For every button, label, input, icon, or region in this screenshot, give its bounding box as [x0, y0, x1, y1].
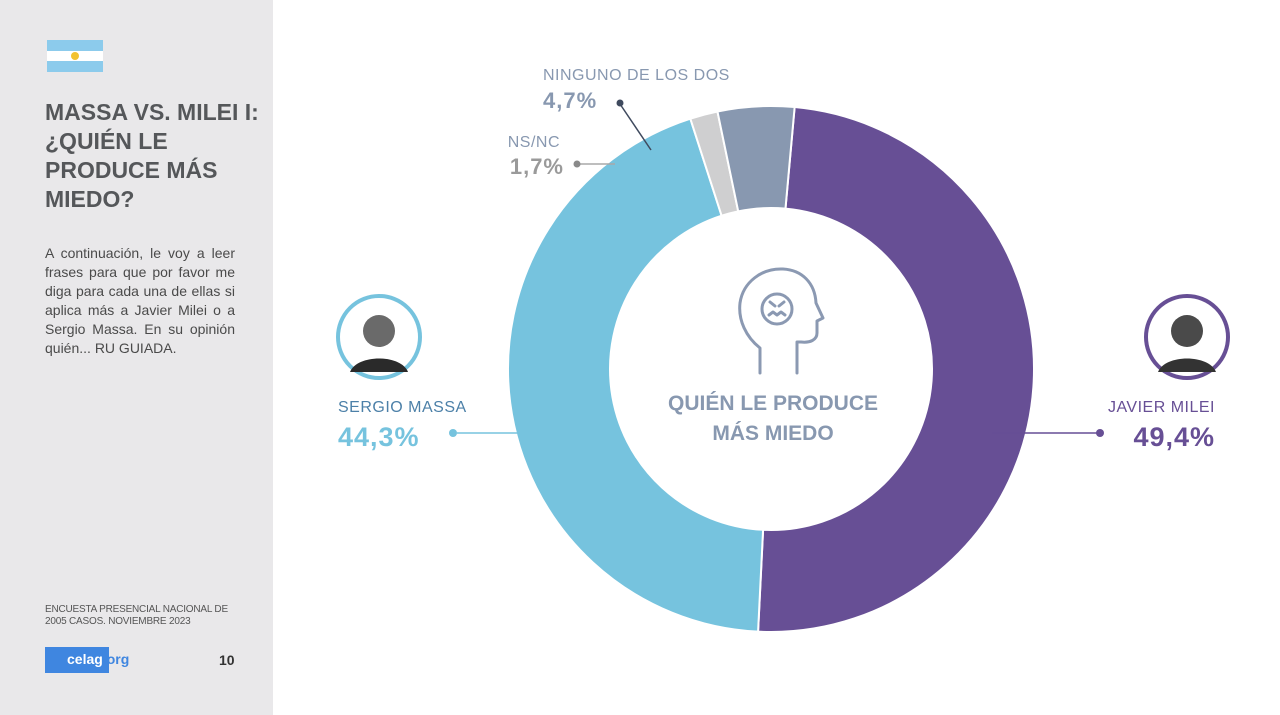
ninguno-leader-dot — [616, 99, 624, 107]
donut-slice-sergio-massa — [507, 117, 765, 633]
argentina-flag-icon — [47, 40, 103, 72]
question-description: A continuación, le voy a leer frases par… — [45, 245, 235, 356]
slice-label-massa: SERGIO MASSA — [338, 399, 467, 416]
slice-value-milei: 49,4% — [1133, 422, 1215, 452]
slice-value-nsnc: 1,7% — [510, 154, 564, 179]
logo-main-text: celag — [67, 651, 103, 667]
massa-leader-dot — [449, 429, 457, 437]
page-number: 10 — [219, 652, 235, 668]
slice-value-massa: 44,3% — [338, 422, 420, 452]
anxious-head-icon — [738, 267, 825, 375]
center-label-line1: QUIÉN LE PRODUCE — [668, 392, 878, 415]
donut-chart: QUIÉN LE PRODUCE MÁS MIEDO JAVIER MILEI … — [336, 67, 1230, 634]
slice-label-nsnc: NS/NC — [508, 134, 560, 151]
logo-suffix-text: .org — [102, 651, 130, 667]
ninguno-leader-line — [619, 103, 652, 151]
sidebar: MASSA VS. MILEI I: ¿QUIÉN LE PRODUCE MÁS… — [0, 0, 273, 715]
milei-leader-dot — [1096, 429, 1104, 437]
milei-avatar-head — [1171, 315, 1203, 347]
massa-avatar-head — [363, 315, 395, 347]
slice-label-milei: JAVIER MILEI — [1108, 399, 1215, 416]
nsnc-leader-dot — [573, 160, 581, 168]
milei-avatar-body — [1158, 358, 1216, 372]
massa-avatar-body — [350, 358, 408, 372]
slice-label-ninguno: NINGUNO DE LOS DOS — [543, 67, 730, 84]
donut-slice-javier-milei — [757, 105, 1036, 634]
survey-source: ENCUESTA PRESENCIAL NACIONAL DE 2005 CAS… — [45, 604, 228, 627]
center-label-line2: MÁS MIEDO — [712, 422, 833, 445]
slice-value-ninguno: 4,7% — [543, 88, 597, 113]
celag-logo[interactable]: celag.org — [45, 647, 139, 673]
page-title: MASSA VS. MILEI I: ¿QUIÉN LE PRODUCE MÁS… — [45, 99, 259, 212]
donut-slice-ninguno-de-los-dos — [716, 105, 796, 213]
